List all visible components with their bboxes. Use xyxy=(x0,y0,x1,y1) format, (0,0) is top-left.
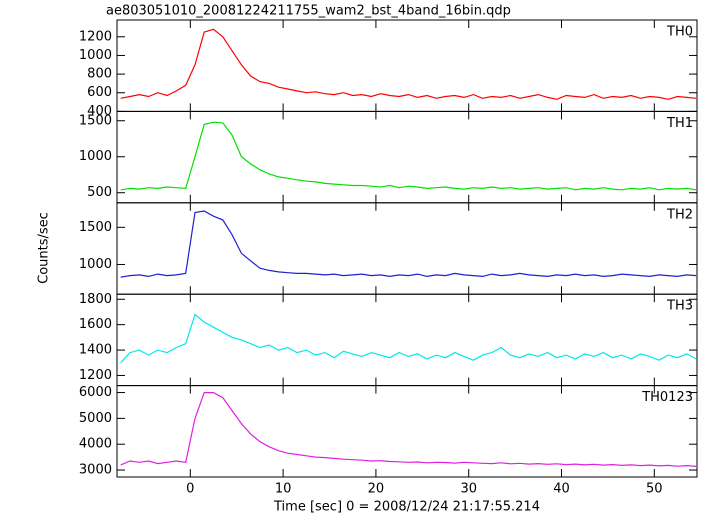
x-tick-label: 50 xyxy=(646,482,663,497)
x-tick-label: 40 xyxy=(553,482,570,497)
y-tick-label: 600 xyxy=(87,85,112,100)
panel-label: TH3 xyxy=(666,299,693,314)
y-tick-label: 5000 xyxy=(79,411,112,426)
y-axis-label: Counts/sec xyxy=(37,212,52,284)
data-line xyxy=(120,392,697,467)
y-tick-label: 1500 xyxy=(79,220,112,235)
panel-label: TH0123 xyxy=(641,390,693,405)
panel-frame xyxy=(116,385,698,478)
y-tick-label: 1600 xyxy=(79,317,112,332)
y-tick-label: 1000 xyxy=(79,257,112,272)
y-tick-label: 1800 xyxy=(79,292,112,307)
panel-label: TH1 xyxy=(666,116,693,131)
panel-frame xyxy=(116,293,698,387)
panel-frame xyxy=(116,202,698,295)
x-tick-label: 20 xyxy=(368,482,385,497)
y-tick-label: 1500 xyxy=(79,113,112,128)
y-tick-label: 500 xyxy=(87,185,112,200)
y-tick-label: 3000 xyxy=(79,463,112,478)
x-axis-label: Time [sec] 0 = 2008/12/24 21:17:55.214 xyxy=(273,500,540,515)
y-tick-label: 400 xyxy=(87,104,112,119)
y-tick-label: 1200 xyxy=(79,29,112,44)
y-tick-label: 1000 xyxy=(79,149,112,164)
data-line xyxy=(120,210,697,278)
x-tick-label: 10 xyxy=(275,482,292,497)
x-tick-label: 30 xyxy=(460,482,477,497)
y-tick-label: 1400 xyxy=(79,343,112,358)
data-line xyxy=(120,313,697,364)
y-tick-label: 4000 xyxy=(79,437,112,452)
y-tick-label: 800 xyxy=(87,67,112,82)
panel-label: TH2 xyxy=(666,207,693,222)
data-line xyxy=(120,121,697,191)
panel-label: TH0 xyxy=(666,25,693,40)
x-tick-label: 0 xyxy=(186,482,194,497)
chart-title: ae803051010_20081224211755_wam2_bst_4ban… xyxy=(106,4,511,19)
y-tick-label: 6000 xyxy=(79,385,112,400)
data-line xyxy=(120,28,697,100)
y-tick-label: 1200 xyxy=(79,368,112,383)
y-tick-label: 1000 xyxy=(79,48,112,63)
